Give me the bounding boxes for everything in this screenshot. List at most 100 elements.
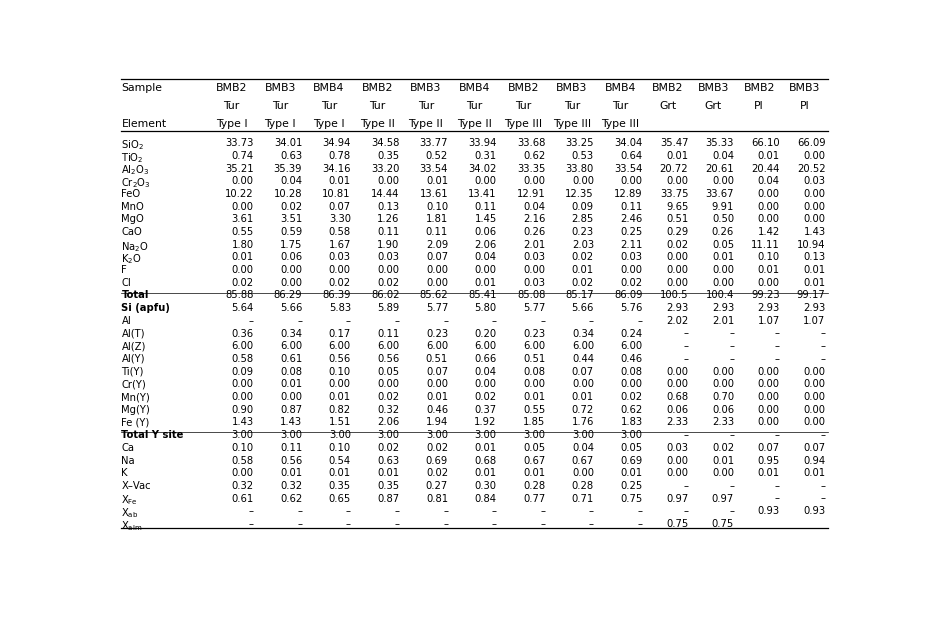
- Text: 0.32: 0.32: [378, 404, 399, 415]
- Text: Tur: Tur: [515, 101, 532, 111]
- Text: 2.06: 2.06: [377, 417, 399, 427]
- Text: 0.01: 0.01: [475, 443, 496, 453]
- Text: 1.07: 1.07: [757, 316, 780, 326]
- Text: 0.70: 0.70: [712, 392, 734, 402]
- Text: –: –: [541, 507, 545, 516]
- Text: 1.67: 1.67: [329, 240, 351, 250]
- Text: 0.01: 0.01: [378, 468, 399, 478]
- Text: 0.00: 0.00: [804, 404, 825, 415]
- Text: –: –: [775, 481, 780, 491]
- Text: 0.74: 0.74: [232, 151, 254, 161]
- Text: 0.53: 0.53: [572, 151, 594, 161]
- Text: –: –: [683, 341, 688, 351]
- Text: 0.55: 0.55: [232, 227, 254, 237]
- Text: 0.71: 0.71: [571, 494, 594, 503]
- Text: –: –: [589, 507, 594, 516]
- Text: 0.01: 0.01: [232, 252, 254, 262]
- Text: 12.35: 12.35: [566, 189, 594, 199]
- Text: 0.01: 0.01: [712, 455, 734, 465]
- Text: Cl: Cl: [121, 278, 131, 288]
- Text: 86.39: 86.39: [322, 290, 351, 301]
- Text: 0.01: 0.01: [804, 278, 825, 288]
- Text: 1.85: 1.85: [523, 417, 545, 427]
- Text: 34.58: 34.58: [371, 138, 399, 148]
- Text: 0.00: 0.00: [232, 379, 254, 389]
- Text: 0.00: 0.00: [804, 189, 825, 199]
- Text: 0.58: 0.58: [329, 227, 351, 237]
- Text: MgO: MgO: [121, 214, 144, 224]
- Text: Si (apfu): Si (apfu): [121, 303, 170, 313]
- Text: 1.92: 1.92: [474, 417, 496, 427]
- Text: 0.62: 0.62: [620, 404, 643, 415]
- Text: 0.56: 0.56: [329, 354, 351, 364]
- Text: 35.21: 35.21: [225, 164, 254, 174]
- Text: 1.81: 1.81: [426, 214, 448, 224]
- Text: X$_{\rm Fe}$: X$_{\rm Fe}$: [121, 494, 138, 507]
- Text: 3.61: 3.61: [232, 214, 254, 224]
- Text: 0.00: 0.00: [804, 151, 825, 161]
- Text: 85.88: 85.88: [225, 290, 254, 301]
- Text: 0.02: 0.02: [426, 443, 448, 453]
- Text: –: –: [729, 507, 734, 516]
- Text: 0.02: 0.02: [280, 202, 302, 212]
- Text: 0.02: 0.02: [620, 278, 643, 288]
- Text: 0.01: 0.01: [280, 379, 302, 389]
- Text: –: –: [297, 316, 302, 326]
- Text: 2.01: 2.01: [712, 316, 734, 326]
- Text: BMB2: BMB2: [507, 84, 539, 93]
- Text: 0.00: 0.00: [667, 176, 688, 186]
- Text: 0.02: 0.02: [712, 443, 734, 453]
- Text: 0.97: 0.97: [712, 494, 734, 503]
- Text: 0.07: 0.07: [804, 443, 825, 453]
- Text: 6.00: 6.00: [280, 341, 302, 351]
- Text: 0.11: 0.11: [377, 227, 399, 237]
- Text: 0.67: 0.67: [523, 455, 545, 465]
- Text: –: –: [683, 354, 688, 364]
- Text: 0.26: 0.26: [523, 227, 545, 237]
- Text: 0.01: 0.01: [620, 468, 643, 478]
- Text: 0.00: 0.00: [329, 265, 351, 275]
- Text: 0.08: 0.08: [620, 366, 643, 377]
- Text: X–Vac: X–Vac: [121, 481, 151, 491]
- Text: 0.67: 0.67: [571, 455, 594, 465]
- Text: –: –: [492, 507, 496, 516]
- Text: –: –: [345, 519, 351, 529]
- Text: 0.00: 0.00: [232, 202, 254, 212]
- Text: 85.62: 85.62: [419, 290, 448, 301]
- Text: Mg(Y): Mg(Y): [121, 404, 150, 415]
- Text: –: –: [394, 507, 399, 516]
- Text: Tur: Tur: [223, 101, 240, 111]
- Text: 33.77: 33.77: [419, 138, 448, 148]
- Text: 0.00: 0.00: [281, 265, 302, 275]
- Text: 0.95: 0.95: [757, 455, 780, 465]
- Text: 0.75: 0.75: [666, 519, 688, 529]
- Text: 33.54: 33.54: [614, 164, 643, 174]
- Text: 0.36: 0.36: [232, 328, 254, 339]
- Text: 0.03: 0.03: [329, 252, 351, 262]
- Text: –: –: [345, 316, 351, 326]
- Text: 34.94: 34.94: [322, 138, 351, 148]
- Text: 0.58: 0.58: [232, 354, 254, 364]
- Text: 0.23: 0.23: [426, 328, 448, 339]
- Text: 0.03: 0.03: [667, 443, 688, 453]
- Text: 0.07: 0.07: [329, 202, 351, 212]
- Text: 86.02: 86.02: [371, 290, 399, 301]
- Text: 0.17: 0.17: [329, 328, 351, 339]
- Text: 6.00: 6.00: [378, 341, 399, 351]
- Text: MnO: MnO: [121, 202, 144, 212]
- Text: 0.01: 0.01: [523, 392, 545, 402]
- Text: –: –: [775, 494, 780, 503]
- Text: 0.01: 0.01: [572, 265, 594, 275]
- Text: 0.03: 0.03: [378, 252, 399, 262]
- Text: 2.33: 2.33: [666, 417, 688, 427]
- Text: 0.03: 0.03: [523, 278, 545, 288]
- Text: 3.00: 3.00: [523, 430, 545, 440]
- Text: 3.00: 3.00: [281, 430, 302, 440]
- Text: BMB3: BMB3: [789, 84, 820, 93]
- Text: 0.07: 0.07: [426, 252, 448, 262]
- Text: 100.4: 100.4: [706, 290, 734, 301]
- Text: 1.90: 1.90: [377, 240, 399, 250]
- Text: 33.20: 33.20: [371, 164, 399, 174]
- Text: BMB3: BMB3: [557, 84, 587, 93]
- Text: 0.63: 0.63: [280, 151, 302, 161]
